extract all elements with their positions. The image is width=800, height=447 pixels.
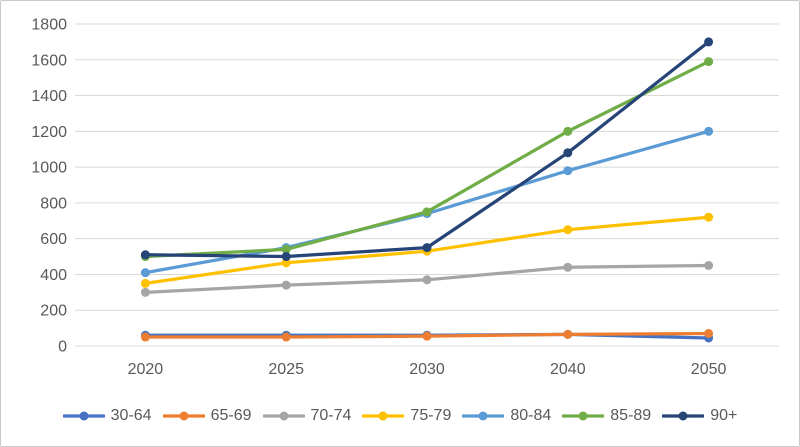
data-point-marker xyxy=(704,57,714,67)
series-90+ xyxy=(140,37,714,262)
data-point-marker xyxy=(704,126,714,136)
chart-legend: 30-64 65-69 70-74 75-79 80-84 85-89 90+ xyxy=(1,402,799,430)
legend-marker-icon xyxy=(462,411,505,421)
legend-item-65-69: 65-69 xyxy=(162,407,252,425)
data-point-marker xyxy=(422,275,432,285)
series-85-89 xyxy=(140,57,714,262)
data-point-marker xyxy=(281,332,291,342)
data-point-marker xyxy=(422,243,432,253)
data-point-marker xyxy=(281,244,291,254)
data-point-marker xyxy=(563,148,573,158)
series-70-74 xyxy=(140,261,714,297)
y-tick-label: 600 xyxy=(40,231,67,248)
data-point-marker xyxy=(140,278,150,288)
legend-marker-icon xyxy=(262,411,305,421)
data-point-marker xyxy=(563,262,573,272)
data-point-marker xyxy=(704,37,714,47)
y-tick-label: 1400 xyxy=(31,88,67,105)
x-tick-label: 2050 xyxy=(691,361,727,378)
legend-item-80-84: 80-84 xyxy=(462,407,551,425)
data-point-marker xyxy=(422,331,432,341)
legend-label: 90+ xyxy=(710,407,738,424)
legend-label: 30-64 xyxy=(110,407,152,424)
legend-label: 75-79 xyxy=(410,407,452,424)
data-point-marker xyxy=(563,225,573,235)
y-tick-label: 800 xyxy=(40,195,67,212)
legend-label: 80-84 xyxy=(510,407,552,424)
x-tick-label: 2030 xyxy=(409,361,445,378)
legend-marker-icon xyxy=(662,411,705,421)
legend-label: 70-74 xyxy=(310,407,352,424)
y-tick-label: 1200 xyxy=(31,124,67,141)
y-tick-label: 1000 xyxy=(31,160,67,177)
data-point-marker xyxy=(563,166,573,176)
data-point-marker xyxy=(140,332,150,342)
data-point-marker xyxy=(704,328,714,338)
data-point-marker xyxy=(281,258,291,268)
y-tick-label: 1600 xyxy=(31,52,67,69)
x-tick-label: 2020 xyxy=(128,361,164,378)
data-point-marker xyxy=(704,261,714,270)
data-point-marker xyxy=(563,126,573,136)
y-tick-label: 200 xyxy=(40,303,67,320)
data-point-marker xyxy=(140,287,150,297)
data-point-marker xyxy=(281,280,291,290)
data-point-marker xyxy=(140,268,150,278)
x-tick-label: 2040 xyxy=(550,361,586,378)
data-point-marker xyxy=(563,329,573,339)
series-line xyxy=(143,59,711,259)
gridlines xyxy=(75,23,779,347)
data-point-marker xyxy=(281,252,291,262)
legend-label: 65-69 xyxy=(210,407,252,424)
legend-marker-icon xyxy=(162,411,205,421)
series-65-69 xyxy=(140,328,714,342)
legend-marker-icon xyxy=(562,411,605,421)
legend-marker-icon xyxy=(62,411,105,421)
data-point-marker xyxy=(422,207,432,217)
legend-marker-icon xyxy=(362,411,405,421)
legend-item-75-79: 75-79 xyxy=(362,407,451,425)
legend-item-70-74: 70-74 xyxy=(262,407,352,425)
legend-label: 85-89 xyxy=(610,407,652,424)
y-tick-label: 1800 xyxy=(31,17,67,34)
y-axis-tick-labels: 0 200 400 600 800 1000 1200 1400 1600 1800 xyxy=(31,17,67,356)
y-tick-label: 0 xyxy=(58,339,67,356)
data-point-marker xyxy=(704,212,714,222)
legend-item-30-64: 30-64 xyxy=(62,407,152,425)
data-point-marker xyxy=(140,250,150,260)
legend-item-85-89: 85-89 xyxy=(562,407,651,425)
legend-item-90+: 90+ xyxy=(662,407,737,425)
y-tick-label: 400 xyxy=(40,267,67,284)
x-tick-label: 2025 xyxy=(268,361,304,378)
x-axis-tick-labels: 2020 2025 2030 2040 2050 xyxy=(128,361,727,378)
